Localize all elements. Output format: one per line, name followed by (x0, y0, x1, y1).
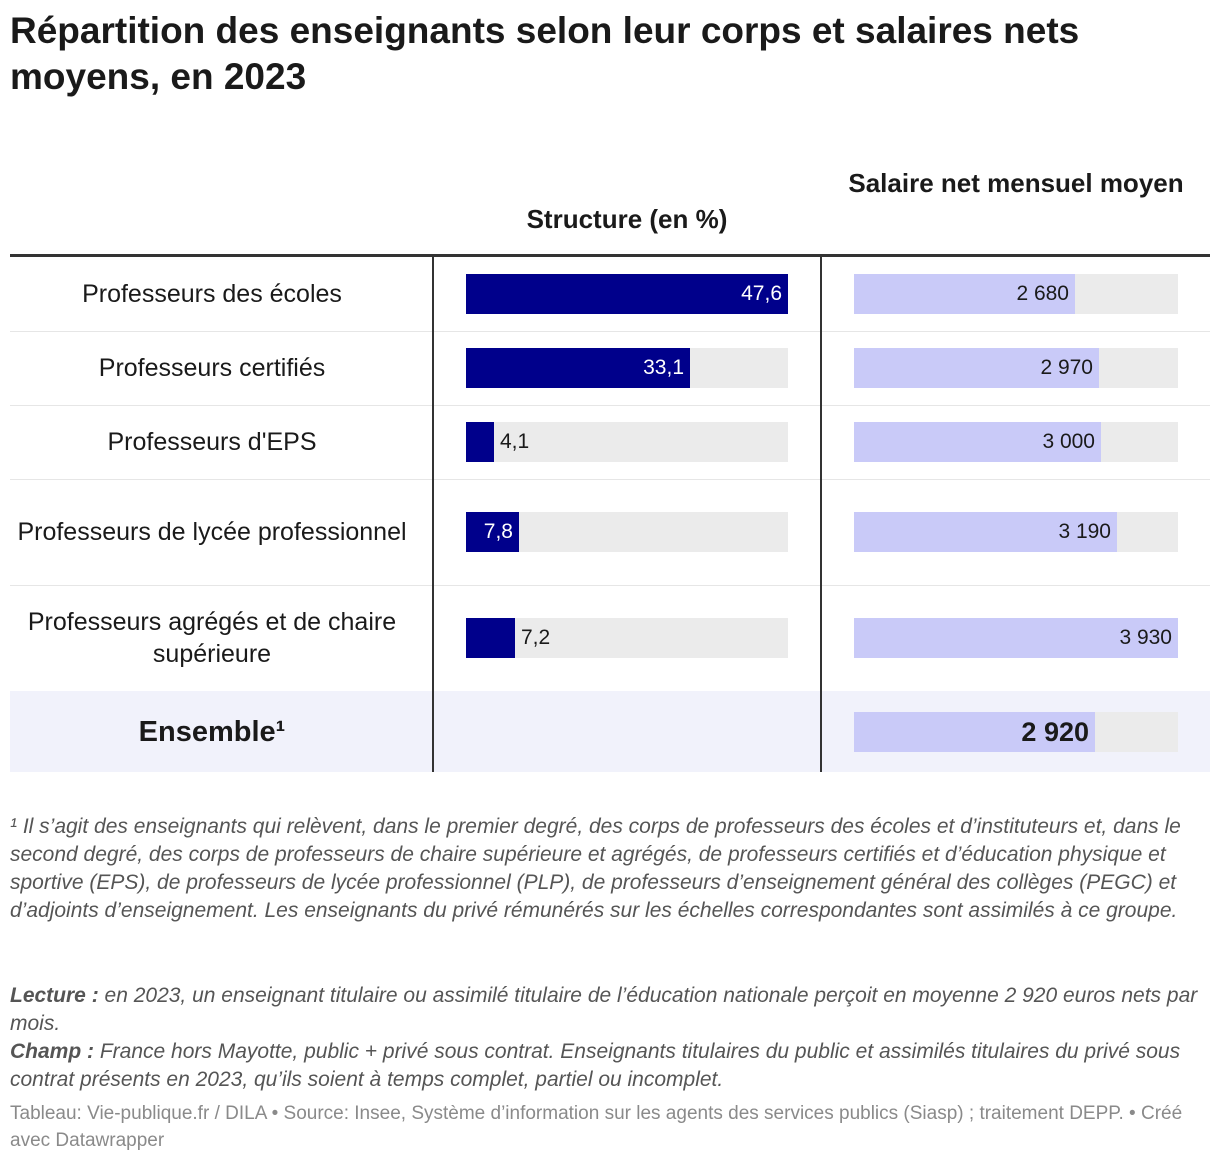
source-credit: Tableau: Vie-publique.fr / DILA • Source… (10, 1103, 1183, 1151)
row-label: Professeurs des écoles (82, 280, 342, 308)
salary-bar (854, 348, 1099, 388)
structure-track (466, 422, 788, 462)
salary-value: 2 970 (1040, 356, 1093, 379)
row-separator (10, 331, 1210, 332)
total-salary-bar (854, 712, 1095, 752)
total-label: Ensemble¹ (138, 715, 286, 748)
column-divider-right (820, 257, 822, 772)
lecture-text: en 2023, un enseignant titulaire ou assi… (10, 984, 1198, 1035)
structure-value: 7,2 (521, 626, 551, 649)
row-label: Professeurs de lycée professionnel (17, 518, 407, 546)
row-separator (10, 479, 1210, 480)
structure-value: 33,1 (643, 356, 684, 379)
row-separator (10, 585, 1210, 586)
lecture-note: Lecture : en 2023, un enseignant titulai… (10, 982, 1210, 1038)
structure-value: 4,1 (500, 430, 530, 453)
structure-track (466, 512, 788, 552)
salary-bar (854, 274, 1075, 314)
champ-text: France hors Mayotte, public + privé sous… (10, 1040, 1181, 1091)
salary-value: 2 680 (1016, 282, 1069, 305)
salary-bar (854, 618, 1178, 658)
salary-value: 3 930 (1119, 626, 1172, 649)
structure-value: 7,8 (483, 520, 513, 543)
salary-value: 3 000 (1042, 430, 1095, 453)
row-label: Professeurs certifiés (98, 354, 326, 382)
salary-bar (854, 512, 1117, 552)
structure-bar (466, 512, 519, 552)
champ-note: Champ : France hors Mayotte, public + pr… (10, 1038, 1210, 1094)
champ-label: Champ : (10, 1040, 94, 1063)
structure-value: 47,6 (741, 282, 782, 305)
column-header-salary: Salaire net mensuel moyen (848, 168, 1184, 198)
lecture-label: Lecture : (10, 984, 99, 1007)
chart-title: Répartition des enseignants selon leur c… (10, 10, 1080, 97)
structure-track (466, 618, 788, 658)
header-rule (10, 254, 1210, 257)
structure-bar (466, 274, 788, 314)
total-salary-value: 2 920 (1021, 717, 1089, 747)
column-divider-left (432, 257, 434, 772)
row-separator (10, 405, 1210, 406)
row-label: Professeurs d'EPS (107, 428, 317, 456)
salary-bar (854, 422, 1101, 462)
row-label: Professeurs agrégés et de chaire supérie… (27, 608, 397, 668)
structure-bar (466, 422, 494, 462)
structure-bar (466, 348, 690, 388)
column-header-structure: Structure (en %) (526, 204, 728, 234)
structure-bar (466, 618, 515, 658)
salary-value: 3 190 (1058, 520, 1111, 543)
footnote: ¹ Il s’agit des enseignants qui relèvent… (10, 815, 1181, 922)
